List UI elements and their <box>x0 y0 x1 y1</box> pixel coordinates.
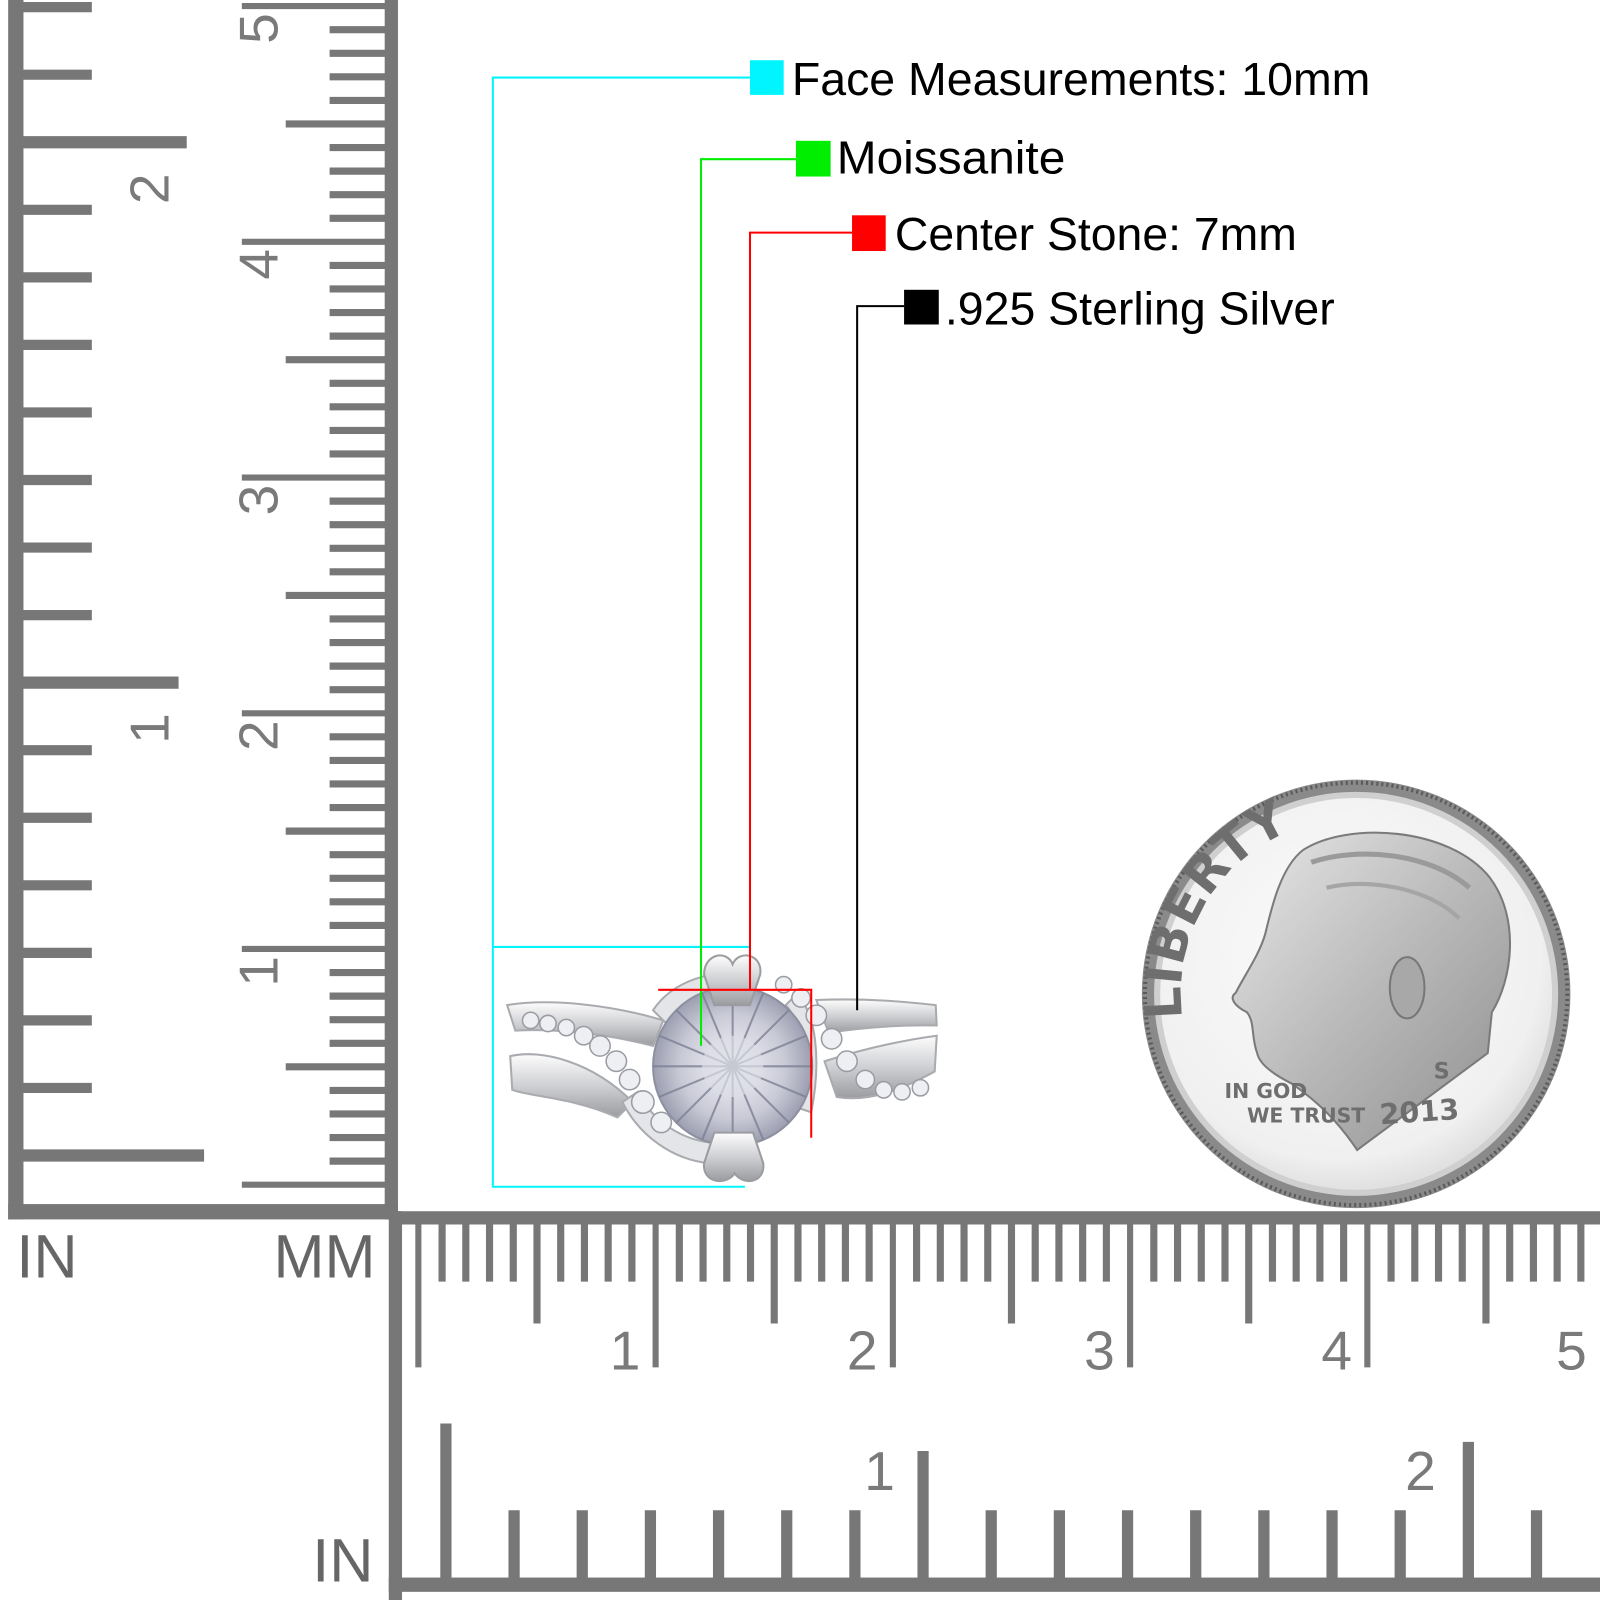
bottom-mm-label: 4 <box>1321 1319 1352 1381</box>
side-stones <box>521 975 930 1134</box>
dime-coin-image: LIBERTY IN GOD WE TRUST 2013 S <box>1134 779 1571 1209</box>
coin-motto-line1: IN GOD <box>1224 1079 1307 1103</box>
left-ruler-right-edge <box>384 0 398 1220</box>
bottom-mm-label: 2 <box>847 1319 878 1381</box>
left-ruler-left-edge <box>8 0 24 1220</box>
legend-face-measurements: Face Measurements: 10mm <box>750 53 1370 105</box>
top-prong <box>703 954 762 1007</box>
face-measurement-annotation <box>491 76 750 1188</box>
green-swatch-icon <box>795 140 831 177</box>
center-stone <box>652 985 814 1147</box>
left-mm-label: 2 <box>228 720 290 751</box>
left-mm-label: 5 <box>228 13 290 44</box>
left-inch-label-2: 2 <box>118 173 180 204</box>
sterling-silver-leader-line <box>856 305 905 1011</box>
left-ruler-bottom-edge <box>8 1204 398 1220</box>
legend-label-sterling-silver: .925 Sterling Silver <box>945 282 1335 334</box>
bottom-mm-ticks <box>415 1219 1585 1368</box>
bottom-mm-label: 5 <box>1556 1319 1587 1381</box>
legend-label-center-stone: Center Stone: 7mm <box>895 208 1297 260</box>
left-mm-label: 3 <box>228 485 290 516</box>
bottom-prong <box>703 1131 765 1183</box>
left-inch-unit-label: IN <box>16 1223 77 1291</box>
bottom-inch-label-2: 2 <box>1405 1440 1436 1502</box>
center-stone-annotation <box>658 231 853 1138</box>
coin-motto-line2: WE TRUST <box>1247 1103 1365 1127</box>
ring-image <box>505 954 938 1183</box>
coin-year: 2013 <box>1378 1092 1460 1131</box>
bottom-inch-label-1: 1 <box>864 1440 895 1502</box>
bottom-mm-label: 3 <box>1084 1319 1115 1381</box>
bottom-mm-label: 1 <box>610 1319 641 1381</box>
left-mm-ticks <box>241 3 388 1188</box>
left-mm-unit-label: MM <box>274 1223 376 1291</box>
left-inch-ticks <box>20 2 205 1162</box>
bottom-ruler-top-edge <box>390 1211 1600 1225</box>
coin-portrait <box>1231 831 1512 1152</box>
coin-portrait-ear <box>1388 956 1426 1020</box>
left-mm-label: 4 <box>228 249 290 280</box>
cyan-swatch-icon <box>750 60 784 95</box>
bottom-ruler-left-edge <box>388 1211 403 1600</box>
bottom-inch-ticks <box>440 1423 1543 1580</box>
left-ruler: 2 1 5 4 3 2 1 <box>8 0 398 1220</box>
coin-mint-mark: S <box>1434 1059 1450 1085</box>
bottom-ruler-bottom-edge <box>388 1577 1600 1592</box>
legend-center-stone: Center Stone: 7mm <box>852 208 1297 260</box>
left-mm-label: 1 <box>228 956 290 987</box>
legend-label-moissanite: Moissanite <box>837 131 1066 183</box>
left-mm-labels: 5 4 3 2 1 <box>228 13 290 986</box>
black-swatch-icon <box>904 289 939 325</box>
moissanite-leader-line <box>700 158 796 1046</box>
left-inch-label-1: 1 <box>118 713 180 744</box>
bottom-ruler: 1 2 3 4 5 1 2 <box>388 1211 1600 1600</box>
bottom-inch-unit-label: IN <box>312 1527 373 1595</box>
bottom-mm-labels: 1 2 3 4 5 <box>610 1319 1587 1381</box>
red-swatch-icon <box>852 215 886 252</box>
legend-sterling-silver: .925 Sterling Silver <box>904 282 1335 334</box>
legend-moissanite: Moissanite <box>795 131 1066 183</box>
legend-label-face-measurements: Face Measurements: 10mm <box>792 53 1371 105</box>
